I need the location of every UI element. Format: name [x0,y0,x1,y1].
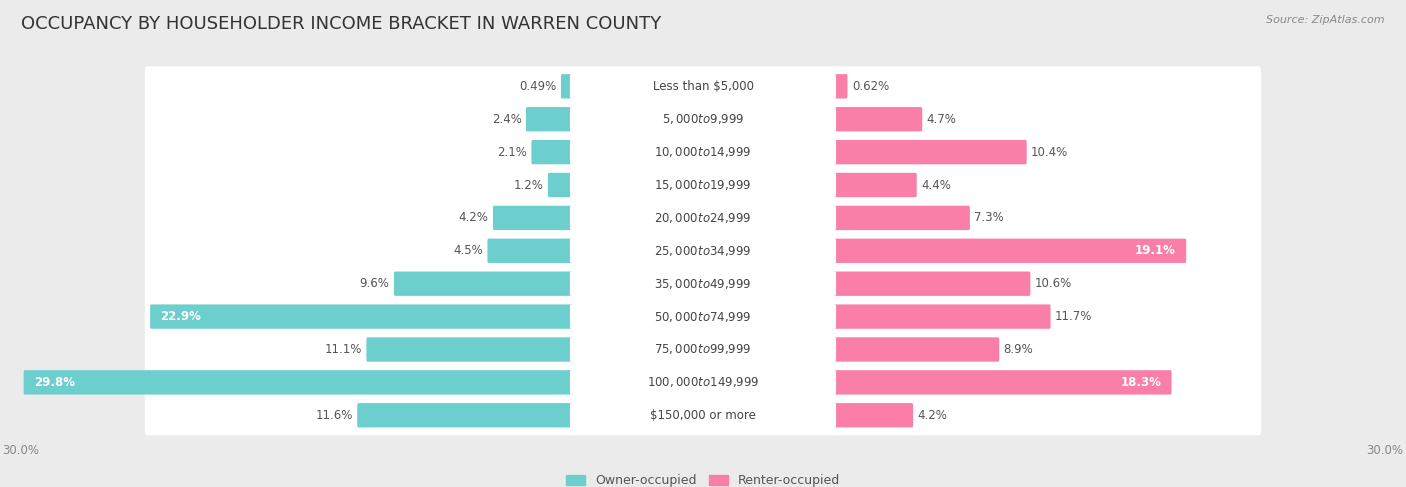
FancyBboxPatch shape [569,272,837,296]
Text: 9.6%: 9.6% [360,277,389,290]
FancyBboxPatch shape [145,66,1261,106]
FancyBboxPatch shape [834,272,1031,296]
FancyBboxPatch shape [834,304,1050,329]
FancyBboxPatch shape [569,403,837,428]
Text: $100,000 to $149,999: $100,000 to $149,999 [647,375,759,390]
Text: $5,000 to $9,999: $5,000 to $9,999 [662,112,744,126]
Text: 4.4%: 4.4% [921,179,950,191]
Text: 2.4%: 2.4% [492,112,522,126]
FancyBboxPatch shape [531,140,572,164]
Text: 18.3%: 18.3% [1121,376,1161,389]
FancyBboxPatch shape [394,272,572,296]
Text: 10.6%: 10.6% [1035,277,1071,290]
FancyBboxPatch shape [494,206,572,230]
Legend: Owner-occupied, Renter-occupied: Owner-occupied, Renter-occupied [561,469,845,487]
Text: $15,000 to $19,999: $15,000 to $19,999 [654,178,752,192]
FancyBboxPatch shape [548,173,572,197]
Text: Source: ZipAtlas.com: Source: ZipAtlas.com [1267,15,1385,25]
Text: 0.62%: 0.62% [852,80,889,93]
FancyBboxPatch shape [488,239,572,263]
Text: 19.1%: 19.1% [1135,244,1175,257]
FancyBboxPatch shape [834,403,912,428]
Text: $75,000 to $99,999: $75,000 to $99,999 [654,342,752,356]
FancyBboxPatch shape [569,370,837,394]
FancyBboxPatch shape [569,337,837,362]
FancyBboxPatch shape [834,140,1026,164]
FancyBboxPatch shape [834,206,970,230]
FancyBboxPatch shape [569,140,837,164]
FancyBboxPatch shape [569,173,837,197]
Text: 11.6%: 11.6% [315,409,353,422]
Text: $25,000 to $34,999: $25,000 to $34,999 [654,244,752,258]
Text: 22.9%: 22.9% [160,310,201,323]
FancyBboxPatch shape [834,107,922,131]
Text: $150,000 or more: $150,000 or more [650,409,756,422]
Text: 2.1%: 2.1% [498,146,527,159]
Text: 4.7%: 4.7% [927,112,956,126]
Text: 11.7%: 11.7% [1054,310,1092,323]
Text: $50,000 to $74,999: $50,000 to $74,999 [654,310,752,323]
FancyBboxPatch shape [145,231,1261,271]
Text: $20,000 to $24,999: $20,000 to $24,999 [654,211,752,225]
Text: 4.5%: 4.5% [453,244,484,257]
FancyBboxPatch shape [834,370,1171,394]
FancyBboxPatch shape [526,107,572,131]
Text: Less than $5,000: Less than $5,000 [652,80,754,93]
Text: 8.9%: 8.9% [1004,343,1033,356]
FancyBboxPatch shape [145,395,1261,435]
FancyBboxPatch shape [367,337,572,362]
FancyBboxPatch shape [145,297,1261,337]
FancyBboxPatch shape [569,107,837,131]
FancyBboxPatch shape [834,239,1187,263]
Text: 29.8%: 29.8% [34,376,75,389]
FancyBboxPatch shape [145,263,1261,304]
FancyBboxPatch shape [569,239,837,263]
Text: $10,000 to $14,999: $10,000 to $14,999 [654,145,752,159]
FancyBboxPatch shape [145,198,1261,238]
Text: 4.2%: 4.2% [918,409,948,422]
FancyBboxPatch shape [145,165,1261,205]
Text: 0.49%: 0.49% [519,80,557,93]
FancyBboxPatch shape [145,329,1261,370]
Text: 11.1%: 11.1% [325,343,363,356]
Text: OCCUPANCY BY HOUSEHOLDER INCOME BRACKET IN WARREN COUNTY: OCCUPANCY BY HOUSEHOLDER INCOME BRACKET … [21,15,661,33]
FancyBboxPatch shape [569,304,837,329]
FancyBboxPatch shape [24,370,572,394]
FancyBboxPatch shape [145,362,1261,402]
FancyBboxPatch shape [150,304,572,329]
Text: 7.3%: 7.3% [974,211,1004,225]
FancyBboxPatch shape [145,99,1261,139]
FancyBboxPatch shape [145,132,1261,172]
FancyBboxPatch shape [357,403,572,428]
FancyBboxPatch shape [834,337,1000,362]
FancyBboxPatch shape [569,206,837,230]
FancyBboxPatch shape [834,74,848,98]
Text: 10.4%: 10.4% [1031,146,1069,159]
Text: $35,000 to $49,999: $35,000 to $49,999 [654,277,752,291]
FancyBboxPatch shape [561,74,572,98]
Text: 4.2%: 4.2% [458,211,488,225]
FancyBboxPatch shape [834,173,917,197]
FancyBboxPatch shape [569,74,837,98]
Text: 1.2%: 1.2% [513,179,544,191]
